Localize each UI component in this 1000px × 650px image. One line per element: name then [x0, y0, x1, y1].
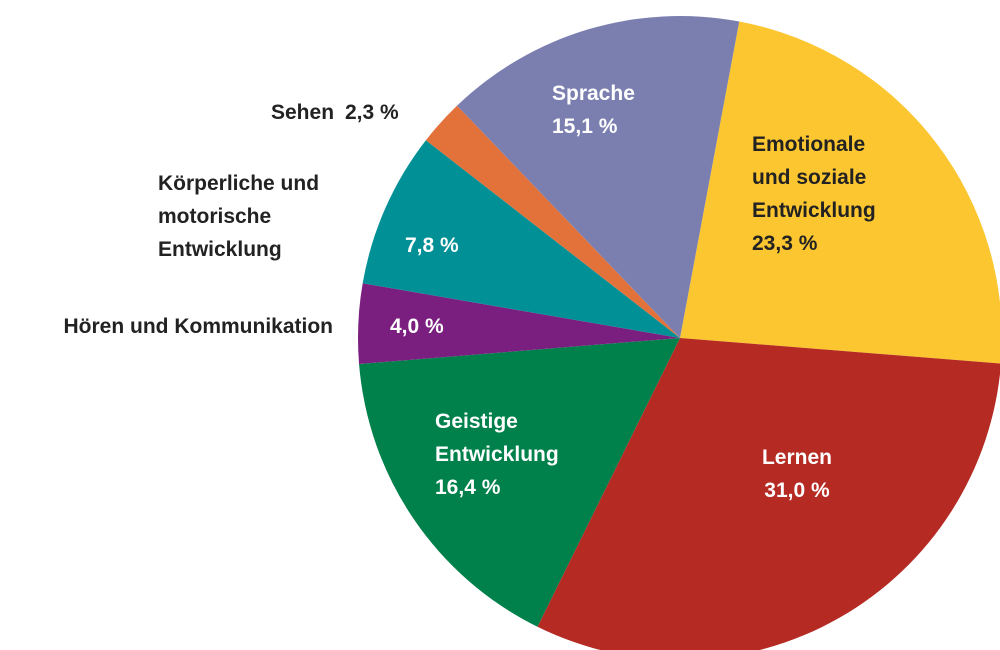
category-label: Körperliche und motorische Entwicklung	[158, 172, 320, 261]
value-label: 7,8 %	[405, 234, 459, 257]
value-label: 16,4 %	[435, 476, 501, 499]
category-label: Lernen	[761, 446, 832, 469]
value-label: 23,3 %	[752, 232, 818, 255]
category-label: Emotionale und soziale Entwicklung	[752, 133, 876, 222]
pie-slice	[357, 283, 680, 364]
value-label: 15,1 %	[552, 115, 618, 138]
category-label: Geistige Entwicklung	[435, 410, 559, 466]
category-label: Sprache	[552, 82, 635, 105]
category-label: Hören und Kommunikation	[63, 315, 334, 338]
pie-slice	[680, 21, 1000, 364]
pie-slice	[425, 105, 680, 338]
value-label: 4,0 %	[390, 315, 444, 338]
pie-slice	[362, 140, 680, 338]
value-label: 2,3 %	[345, 101, 399, 124]
category-label: Sehen	[271, 101, 335, 124]
pie-slice	[457, 16, 740, 339]
pie-slice	[359, 338, 680, 627]
value-label: 31,0 %	[764, 479, 830, 502]
pie-slice	[537, 338, 1000, 650]
